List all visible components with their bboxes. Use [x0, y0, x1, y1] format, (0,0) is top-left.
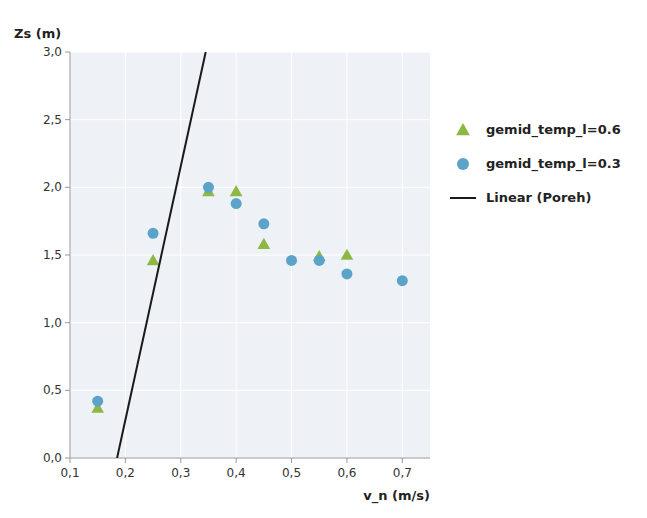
tick-label: 0,1 — [60, 466, 79, 480]
tick-label: 0,6 — [337, 466, 356, 480]
scatter-point — [341, 249, 354, 260]
scatter-point — [92, 396, 103, 407]
legend-label: Linear (Poreh) — [486, 190, 591, 205]
legend-swatch — [450, 197, 476, 199]
tick-label: 0,2 — [116, 466, 135, 480]
tick — [291, 458, 292, 463]
tick — [65, 390, 70, 391]
grid-line — [70, 52, 71, 458]
tick-label: 3,0 — [43, 45, 62, 59]
scatter-point — [314, 255, 325, 266]
tick-label: 0,3 — [171, 466, 190, 480]
legend-swatch — [457, 158, 469, 170]
scatter-point — [258, 238, 271, 249]
legend-label: gemid_temp_l=0.6 — [486, 122, 621, 138]
tick — [65, 52, 70, 53]
plot-area — [70, 52, 430, 458]
tick — [236, 458, 237, 463]
grid-line — [70, 119, 430, 120]
grid-line — [70, 390, 430, 391]
x-axis-line — [70, 458, 430, 459]
grid-line — [70, 322, 430, 323]
plot-marks — [91, 52, 407, 458]
scatter-point — [258, 218, 269, 229]
tick — [70, 458, 71, 463]
grid-line — [70, 458, 430, 459]
grid-line — [70, 255, 430, 256]
tick — [346, 458, 347, 463]
y-axis-line — [70, 52, 71, 458]
tick-label: 2,0 — [43, 180, 62, 194]
x-axis-label: v_n (m/s) — [363, 488, 430, 504]
scatter-point — [147, 254, 160, 265]
tick — [65, 187, 70, 188]
scatter-point — [203, 182, 214, 193]
tick-label: 0,0 — [43, 451, 62, 465]
chart: 0,1 0,2 0,3 0,4 0,5 0,6 0,7 0,0 0,5 1,0 1,5 2,0 2,5 3… — [0, 0, 647, 518]
tick-label: 0,5 — [282, 466, 301, 480]
tick — [65, 458, 70, 459]
legend-label: gemid_temp_l=0.3 — [486, 156, 621, 172]
grid-line — [70, 52, 430, 53]
tick — [65, 322, 70, 323]
tick-label: 2,5 — [43, 113, 62, 127]
scatter-point — [230, 185, 243, 196]
scatter-point — [341, 268, 352, 279]
scatter-point — [231, 198, 242, 209]
y-axis-label: Zs (m) — [14, 26, 61, 41]
tick — [65, 255, 70, 256]
tick — [180, 458, 181, 463]
grid-line — [70, 187, 430, 188]
tick-label: 0,5 — [43, 383, 62, 397]
tick — [125, 458, 126, 463]
scatter-point — [286, 255, 297, 266]
tick-label: 0,4 — [227, 466, 246, 480]
scatter-point — [148, 228, 159, 239]
tick — [402, 458, 403, 463]
tick — [65, 119, 70, 120]
legend: gemid_temp_l=0.6 gemid_temp_l=0.3 Linear (… — [450, 122, 621, 205]
series-line — [117, 52, 206, 458]
legend-swatch — [456, 123, 470, 135]
tick-label: 1,0 — [43, 316, 62, 330]
tick-label: 1,5 — [43, 248, 62, 262]
grid — [70, 52, 430, 458]
scatter-point — [397, 275, 408, 286]
tick-label: 0,7 — [393, 466, 412, 480]
